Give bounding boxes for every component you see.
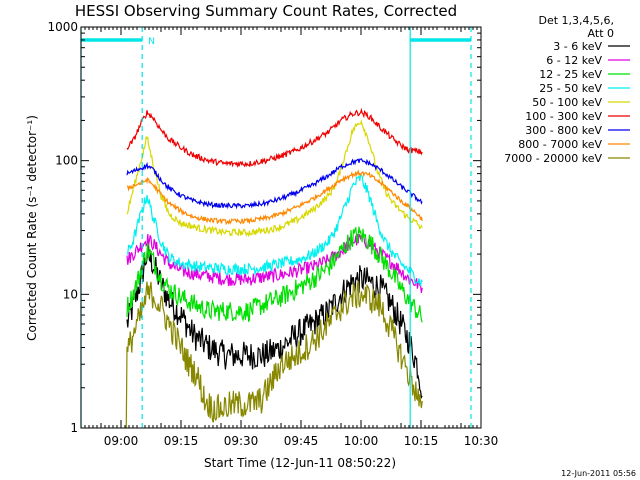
x-tick-label-2: 09:30 (224, 434, 259, 448)
y-axis-label: Corrected Count Rate (s⁻¹ detector⁻¹) (25, 115, 39, 341)
x-axis-label: Start Time (12-Jun-11 08:50:22) (204, 456, 396, 470)
legend-header-0: Det 1,3,4,5,6, (538, 14, 614, 27)
legend-entry-5: 100 - 300 keV (525, 110, 602, 123)
legend-entry-2: 12 - 25 keV (539, 68, 602, 81)
y-tick-label-1: 10 (63, 287, 78, 301)
legend-entry-0: 3 - 6 keV (553, 40, 602, 53)
series-line-5 (126, 107, 423, 168)
legend-entry-8: 7000 - 20000 keV (504, 152, 602, 165)
legend-entry-4: 50 - 100 keV (532, 96, 602, 109)
y-tick-label-0: 1 (70, 421, 78, 435)
series-line-0 (126, 243, 423, 399)
x-axis: 09:00 09:15 09:30 09:45 10:00 10:15 10:30 (84, 27, 499, 448)
timestamp: 12-Jun-2011 05:56 (561, 469, 636, 478)
marker-label-n: N (148, 37, 155, 47)
x-tick-label-3: 09:45 (284, 434, 319, 448)
legend-header-1: Att 0 (588, 27, 614, 40)
y-tick-label-3: 1000 (47, 20, 78, 34)
legend-entry-7: 800 - 7000 keV (518, 138, 602, 151)
x-tick-label-0: 09:00 (104, 434, 139, 448)
legend-entry-1: 6 - 12 keV (546, 54, 602, 67)
series-line-4 (126, 119, 423, 238)
series-layer (125, 107, 423, 428)
series-line-3 (126, 173, 423, 287)
y-axis: 1 10 100 1000 (47, 20, 481, 435)
series-line-7 (126, 169, 423, 226)
chart-title: HESSI Observing Summary Count Rates, Cor… (75, 2, 457, 20)
x-tick-label-5: 10:15 (404, 434, 439, 448)
legend-entry-6: 300 - 800 keV (525, 124, 602, 137)
series-line-6 (126, 158, 423, 210)
series-line-8 (125, 280, 423, 428)
y-tick-label-2: 100 (55, 154, 78, 168)
x-tick-label-1: 09:15 (164, 434, 199, 448)
series-line-2 (126, 226, 423, 323)
x-tick-label-6: 10:30 (464, 434, 499, 448)
legend-entry-3: 25 - 50 keV (539, 82, 602, 95)
x-tick-label-4: 10:00 (344, 434, 379, 448)
